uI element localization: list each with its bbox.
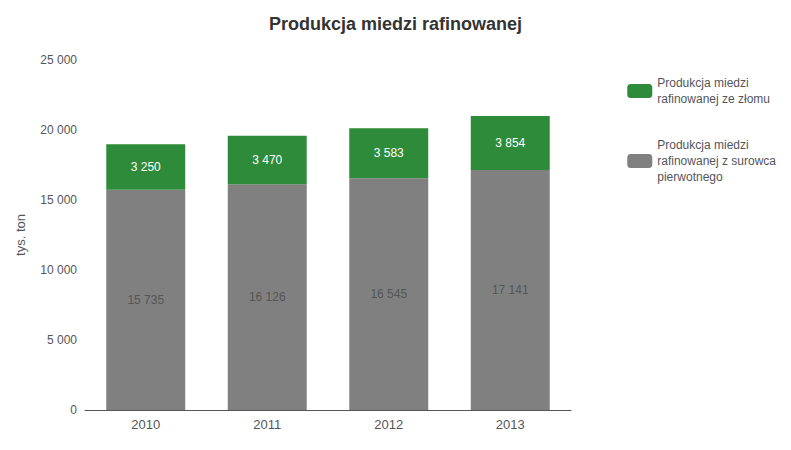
svg-text:pierwotnego: pierwotnego bbox=[657, 170, 723, 184]
svg-text:3 470: 3 470 bbox=[252, 153, 282, 167]
svg-text:25 000: 25 000 bbox=[40, 53, 77, 67]
svg-text:Produkcja miedzi: Produkcja miedzi bbox=[657, 138, 748, 152]
svg-text:rafinowanej z surowca: rafinowanej z surowca bbox=[657, 154, 776, 168]
svg-text:10 000: 10 000 bbox=[40, 263, 77, 277]
svg-text:Produkcja miedzi rafinowanej: Produkcja miedzi rafinowanej bbox=[269, 14, 522, 34]
svg-text:Produkcja miedzi: Produkcja miedzi bbox=[657, 76, 748, 90]
svg-text:15 735: 15 735 bbox=[127, 293, 164, 307]
svg-text:2010: 2010 bbox=[131, 417, 160, 432]
svg-text:3 250: 3 250 bbox=[131, 160, 161, 174]
svg-text:16 545: 16 545 bbox=[370, 287, 407, 301]
svg-text:2011: 2011 bbox=[253, 417, 281, 432]
svg-text:2012: 2012 bbox=[374, 417, 403, 432]
svg-text:16 126: 16 126 bbox=[249, 290, 286, 304]
svg-text:20 000: 20 000 bbox=[40, 123, 77, 137]
svg-text:rafinowanej ze złomu: rafinowanej ze złomu bbox=[657, 92, 770, 106]
svg-text:2013: 2013 bbox=[496, 417, 525, 432]
svg-text:5 000: 5 000 bbox=[47, 333, 77, 347]
svg-text:0: 0 bbox=[70, 403, 77, 417]
svg-text:15 000: 15 000 bbox=[40, 193, 77, 207]
svg-text:3 854: 3 854 bbox=[495, 136, 525, 150]
svg-text:3 583: 3 583 bbox=[374, 146, 404, 160]
svg-text:17 141: 17 141 bbox=[492, 283, 529, 297]
svg-text:tys. ton: tys. ton bbox=[13, 214, 28, 256]
